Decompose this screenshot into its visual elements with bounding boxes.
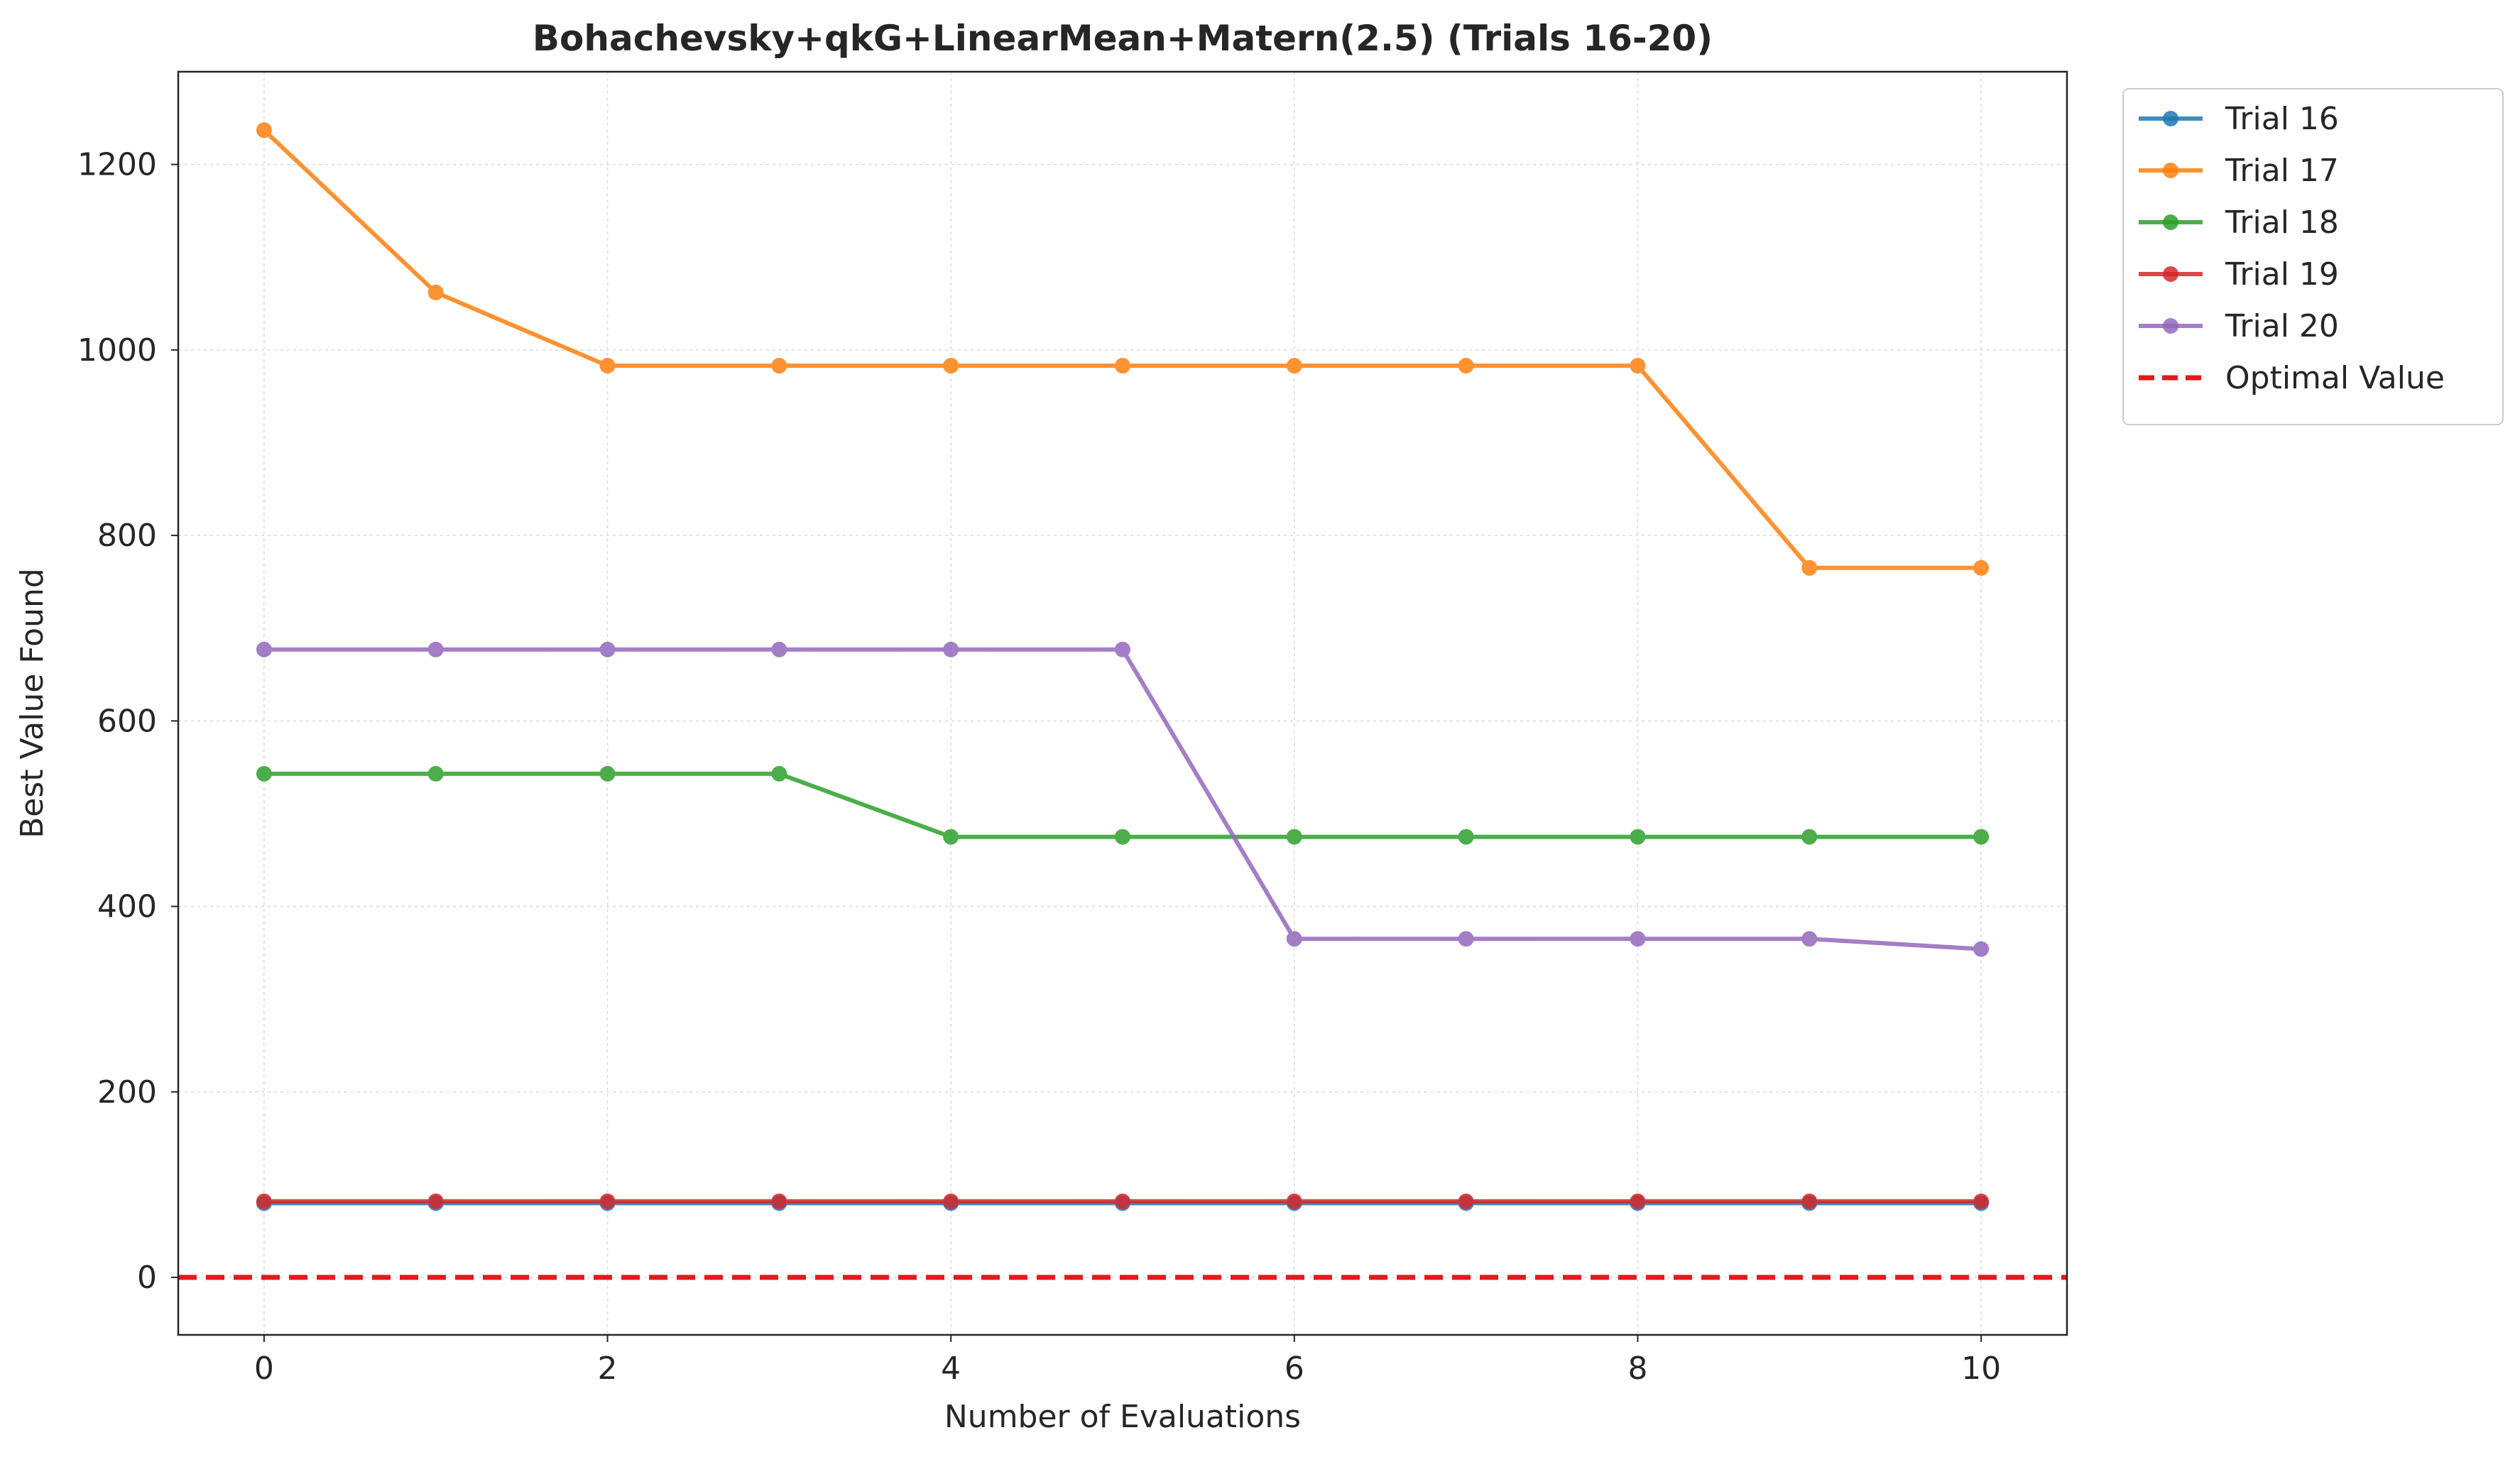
data-point bbox=[1458, 1193, 1474, 1209]
data-point bbox=[1801, 1193, 1818, 1209]
data-point bbox=[427, 284, 444, 300]
x-tick-label: 4 bbox=[941, 1350, 961, 1387]
data-point bbox=[1458, 829, 1474, 845]
data-point bbox=[1458, 931, 1474, 947]
series-trial-20 bbox=[256, 641, 1990, 957]
data-point bbox=[599, 641, 616, 657]
data-point bbox=[1286, 358, 1302, 374]
data-point bbox=[1286, 1193, 1302, 1209]
data-point bbox=[1973, 1193, 1990, 1209]
data-point bbox=[1115, 829, 1130, 845]
series-trial-18 bbox=[256, 765, 1990, 845]
legend-item-trial-19: Trial 19 bbox=[2139, 256, 2339, 293]
legend-marker bbox=[2163, 266, 2178, 282]
data-point bbox=[256, 1193, 272, 1209]
data-point bbox=[1801, 560, 1818, 576]
y-axis-label: Best Value Found bbox=[14, 568, 50, 839]
data-point bbox=[599, 1193, 616, 1209]
y-tick-label: 600 bbox=[97, 703, 157, 739]
data-point bbox=[599, 765, 616, 782]
data-point bbox=[1630, 1193, 1646, 1209]
data-point bbox=[1115, 358, 1130, 374]
data-point bbox=[1630, 829, 1646, 845]
data-point bbox=[256, 765, 272, 782]
y-tick-label: 0 bbox=[137, 1260, 157, 1296]
series-layer bbox=[256, 122, 1990, 1211]
data-point bbox=[1115, 1193, 1130, 1209]
legend-label: Trial 20 bbox=[2225, 308, 2339, 344]
series-trial-17 bbox=[256, 122, 1990, 576]
y-tick-label: 800 bbox=[97, 518, 157, 554]
y-tick-label: 200 bbox=[97, 1074, 157, 1111]
plot-frame bbox=[177, 70, 2068, 1336]
data-point bbox=[256, 641, 272, 657]
data-point bbox=[1630, 358, 1646, 374]
x-tick-label: 8 bbox=[1627, 1350, 1647, 1387]
legend-marker bbox=[2163, 111, 2178, 126]
legend-item-trial-16: Trial 16 bbox=[2139, 101, 2339, 137]
y-tick-label: 1200 bbox=[77, 147, 157, 183]
legend-marker bbox=[2163, 318, 2178, 334]
data-point bbox=[1801, 931, 1818, 947]
data-point bbox=[427, 641, 444, 657]
x-axis-label: Number of Evaluations bbox=[944, 1399, 1301, 1435]
y-tick-label: 400 bbox=[97, 889, 157, 925]
data-point bbox=[771, 1193, 787, 1209]
legend-label: Trial 16 bbox=[2225, 101, 2339, 137]
data-point bbox=[943, 829, 959, 845]
data-point bbox=[943, 641, 959, 657]
series-trial-19 bbox=[256, 1193, 1990, 1209]
data-point bbox=[1801, 829, 1818, 845]
legend-box bbox=[2122, 88, 2504, 425]
x-tick-label: 10 bbox=[1961, 1350, 2001, 1387]
data-point bbox=[1630, 931, 1646, 947]
legend-label: Trial 19 bbox=[2225, 256, 2339, 293]
data-point bbox=[1973, 941, 1990, 957]
legend-label: Trial 18 bbox=[2225, 204, 2339, 241]
data-point bbox=[1458, 358, 1474, 374]
data-point bbox=[1115, 641, 1130, 657]
legend-label: Optimal Value bbox=[2225, 360, 2445, 396]
legend-item-trial-20: Trial 20 bbox=[2139, 308, 2339, 344]
legend-marker bbox=[2163, 214, 2178, 230]
x-tick-label: 2 bbox=[598, 1350, 618, 1387]
data-point bbox=[943, 1193, 959, 1209]
legend-item-optimal-value: Optimal Value bbox=[2139, 360, 2445, 396]
data-point bbox=[427, 765, 444, 782]
data-point bbox=[256, 122, 272, 138]
data-point bbox=[1286, 931, 1302, 947]
data-point bbox=[1973, 829, 1990, 845]
data-point bbox=[771, 358, 787, 374]
chart-title: Bohachevsky+qkG+LinearMean+Matern(2.5) (… bbox=[533, 18, 1713, 59]
data-point bbox=[599, 358, 616, 374]
y-tick-label: 1000 bbox=[77, 332, 157, 369]
data-point bbox=[1286, 829, 1302, 845]
data-point bbox=[771, 641, 787, 657]
tick-layer: 0 2 4 6 8 10 0 200 400 600 800 1000 1200 bbox=[77, 147, 2001, 1387]
x-tick-label: 6 bbox=[1284, 1350, 1304, 1387]
legend-label: Trial 17 bbox=[2225, 153, 2339, 189]
data-point bbox=[1973, 560, 1990, 576]
legend: Trial 16 Trial 17 Trial 18 Trial 19 Trial 20… bbox=[2122, 88, 2504, 425]
data-point bbox=[943, 358, 959, 374]
legend-marker bbox=[2163, 163, 2178, 178]
x-tick-label: 0 bbox=[254, 1350, 274, 1387]
data-point bbox=[427, 1193, 444, 1209]
legend-item-trial-17: Trial 17 bbox=[2139, 153, 2339, 189]
data-point bbox=[771, 765, 787, 782]
legend-item-trial-18: Trial 18 bbox=[2139, 204, 2339, 241]
